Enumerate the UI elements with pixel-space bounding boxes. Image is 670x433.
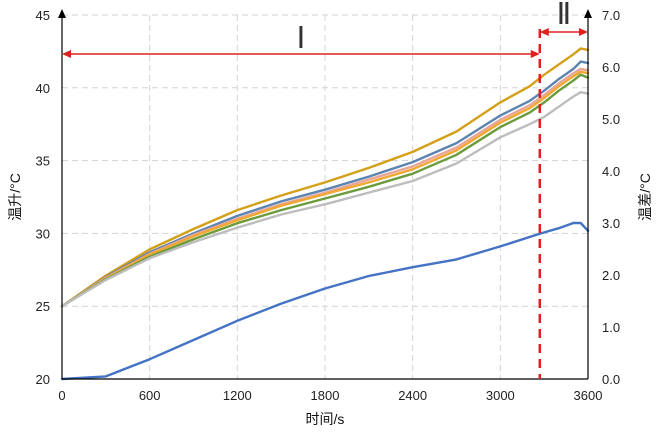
y-left-tick-label: 30 [36,226,50,241]
y-right-tick-label: 2.0 [602,268,620,283]
series-line-1 [60,47,590,308]
y-right-tick-label: 0.0 [602,372,620,387]
y-right-tick-label: 7.0 [602,8,620,23]
series-line-5 [60,73,590,308]
region-arrowhead-right-1 [530,50,540,58]
y-axis-right-arrow [584,9,592,18]
y-right-tick-label: 1.0 [602,320,620,335]
tick-label-layer: 0 600 1200 1800 2400 3000 3600 20 25 30 35 40 45 0.0 1… [36,8,621,403]
x-tick-label: 2400 [398,388,427,403]
y-left-tick-label: 25 [36,299,50,314]
x-axis-title: 时间/s [306,411,345,427]
y-right-tick-label: 5.0 [602,112,620,127]
x-tick-label: 600 [139,388,161,403]
series-line-6 [60,90,590,308]
region-arrowhead-right-2 [579,28,588,36]
annotation-layer: ⅠⅡ [62,0,588,379]
region-arrowhead-left-1 [62,50,71,58]
x-tick-label: 1200 [223,388,252,403]
region-label-2: Ⅱ [557,0,572,31]
x-tick-label: 1800 [311,388,340,403]
y-axis-left-title: 温升/°C [7,173,23,221]
y-right-tick-label: 4.0 [602,164,620,179]
x-tick-label: 0 [58,388,65,403]
y-left-tick-label: 35 [36,154,50,169]
y-right-tick-label: 6.0 [602,60,620,75]
series-line-4 [60,70,590,308]
series-line-2 [60,60,590,308]
grid-layer [62,14,589,379]
y-right-tick-label: 3.0 [602,216,620,231]
region-arrowhead-left-2 [539,28,549,36]
y-left-tick-label: 20 [36,372,50,387]
y-axis-left-arrow [58,9,66,18]
x-tick-label: 3000 [486,388,515,403]
y-left-tick-label: 40 [36,81,50,96]
series-line-7 [60,221,590,381]
y-axis-right-title: 温差/°C [637,173,653,221]
region-label-1: Ⅰ [296,22,305,55]
x-tick-label: 3600 [574,388,603,403]
series-layer [60,47,590,381]
axes-layer [58,9,592,380]
y-left-tick-label: 45 [36,8,50,23]
